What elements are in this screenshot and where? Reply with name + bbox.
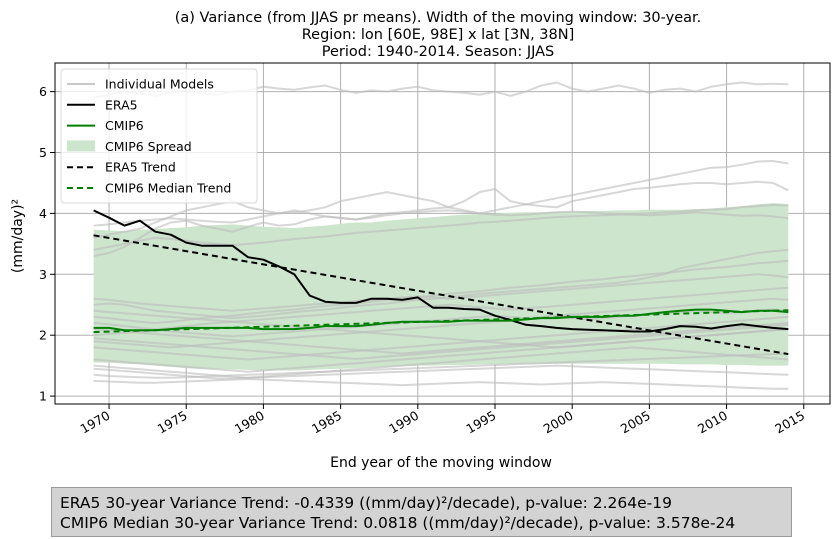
x-tick-label: 2015 — [772, 408, 807, 437]
legend-frame — [60, 68, 258, 204]
individual-model-line — [93, 159, 789, 239]
era5-trend-line — [93, 234, 789, 356]
y-axis-label: (mm/day)² — [10, 199, 26, 273]
plot-frame — [54, 62, 831, 405]
individual-model-line — [93, 377, 789, 390]
x-tick-label: 1975 — [155, 408, 190, 437]
x-axis-label: End year of the moving window — [330, 455, 552, 471]
x-tick-label: 2010 — [695, 408, 730, 437]
y-tick-label: 5 — [39, 145, 47, 160]
individual-model-line — [93, 273, 789, 312]
individual-model-line — [93, 286, 789, 331]
individual-model-line — [93, 309, 789, 343]
legend-item-era5-label: ERA5 — [105, 97, 138, 112]
individual-model-line — [93, 364, 789, 380]
individual-model-line — [93, 322, 789, 355]
chart-title-line-3: Period: 1940-2014. Season: JJAS — [322, 44, 555, 60]
individual-model-line — [93, 323, 789, 360]
chart-title: (a) Variance (from JJAS pr means). Width… — [175, 10, 702, 60]
chart-title-line-1: (a) Variance (from JJAS pr means). Width… — [175, 10, 702, 26]
legend-item-era5-trend-label: ERA5 Trend — [105, 160, 176, 175]
y-axis-ticks: 1 2 3 4 5 6 — [39, 84, 55, 404]
x-tick-label: 1985 — [309, 408, 344, 437]
legend-item-cmip6-label: CMIP6 — [105, 118, 144, 133]
chart-title-line-2: Region: lon [60E, 98E] x lat [3N, 38N] — [302, 27, 575, 43]
y-tick-label: 3 — [39, 267, 47, 282]
individual-model-line — [93, 209, 789, 227]
individual-models-layer — [93, 81, 789, 390]
individual-model-line — [93, 308, 789, 349]
individual-model-line — [93, 328, 789, 373]
legend-item-cmip6-spread-label: CMIP6 Spread — [105, 139, 192, 154]
x-tick-label: 1980 — [232, 408, 267, 437]
variance-chart: (a) Variance (from JJAS pr means). Width… — [10, 10, 831, 471]
x-tick-label: 2000 — [541, 408, 576, 437]
y-tick-label: 1 — [39, 389, 47, 404]
trend-summary-box: ERA5 30-year Variance Trend: -0.4339 ((m… — [51, 487, 792, 537]
legend-item-cmip6-median-trend-label: CMIP6 Median Trend — [105, 181, 231, 196]
x-tick-label: 2005 — [618, 408, 653, 437]
y-tick-label: 4 — [39, 206, 47, 221]
legend: Individual Models ERA5 CMIP6 CMIP6 Spread ER… — [60, 68, 258, 204]
x-tick-label: 1995 — [463, 408, 498, 437]
individual-model-line — [93, 346, 789, 379]
x-tick-label: 1970 — [77, 408, 112, 437]
individual-model-line — [93, 180, 789, 257]
era5-trend-text: ERA5 30-year Variance Trend: -0.4339 ((m… — [60, 494, 672, 512]
cmip6-trend-text: CMIP6 Median 30-year Variance Trend: 0.0… — [60, 514, 736, 532]
legend-item-cmip6-spread-swatch — [67, 140, 95, 152]
cmip6-line — [93, 308, 789, 332]
y-tick-label: 6 — [39, 84, 47, 99]
legend-item-individual-models-label: Individual Models — [105, 77, 214, 92]
era5-line — [93, 209, 789, 333]
x-tick-label: 1990 — [386, 408, 421, 437]
x-axis-ticks: 1970 1975 1980 1985 1990 1995 2000 2005 2010 2015 — [77, 404, 807, 437]
y-tick-label: 2 — [39, 328, 47, 343]
individual-model-line — [93, 203, 789, 251]
series-layer — [93, 209, 789, 333]
individual-model-line — [93, 352, 789, 379]
individual-model-line — [93, 297, 789, 338]
